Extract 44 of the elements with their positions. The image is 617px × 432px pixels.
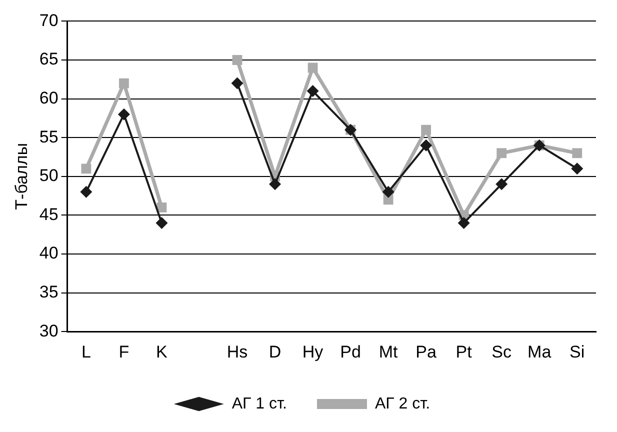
y-axis-title: Т-баллы bbox=[12, 142, 31, 210]
y-tick-label: 40 bbox=[39, 244, 58, 263]
y-tick-label: 50 bbox=[39, 166, 58, 186]
point bbox=[421, 124, 432, 135]
point bbox=[231, 77, 244, 90]
y-tick-label: 65 bbox=[39, 50, 58, 69]
point bbox=[458, 216, 470, 229]
x-tick-label: Mt bbox=[378, 342, 398, 362]
point bbox=[308, 62, 318, 73]
point bbox=[571, 162, 584, 175]
point bbox=[496, 148, 507, 158]
x-tick-label: F bbox=[118, 342, 130, 362]
y-tick-label: 30 bbox=[39, 321, 58, 340]
point bbox=[572, 148, 582, 158]
point bbox=[382, 186, 394, 198]
y-tick-label: 35 bbox=[39, 282, 58, 302]
point bbox=[269, 178, 282, 190]
x-tick-label: Sc bbox=[492, 342, 512, 362]
x-tick-label: Si bbox=[570, 342, 585, 362]
x-tick-label: L bbox=[81, 342, 91, 362]
x-tick-label: Pd bbox=[340, 342, 361, 362]
point bbox=[156, 202, 167, 212]
point bbox=[156, 216, 168, 229]
x-tick-label: Ma bbox=[528, 342, 552, 362]
x-tick-label: Hs bbox=[226, 342, 248, 362]
legend-label: АГ 2 ст. bbox=[375, 395, 430, 412]
point bbox=[119, 78, 129, 88]
point bbox=[232, 55, 242, 65]
x-tick-label: Pa bbox=[416, 342, 438, 362]
point bbox=[80, 186, 92, 198]
x-tick-label: K bbox=[156, 342, 168, 362]
y-tick-label: 45 bbox=[39, 204, 58, 224]
point bbox=[81, 164, 92, 174]
x-tick-label: Pt bbox=[456, 342, 472, 362]
x-tick-label: D bbox=[268, 342, 282, 362]
y-tick-label: 60 bbox=[39, 88, 58, 108]
x-tick-label: Hy bbox=[302, 342, 324, 362]
point bbox=[420, 139, 432, 152]
y-tick-label: 70 bbox=[39, 10, 58, 30]
y-tick-label: 55 bbox=[39, 127, 58, 146]
legend-label: АГ 1 ст. bbox=[232, 395, 287, 412]
point bbox=[118, 108, 130, 120]
point bbox=[306, 85, 319, 98]
point bbox=[496, 178, 508, 190]
